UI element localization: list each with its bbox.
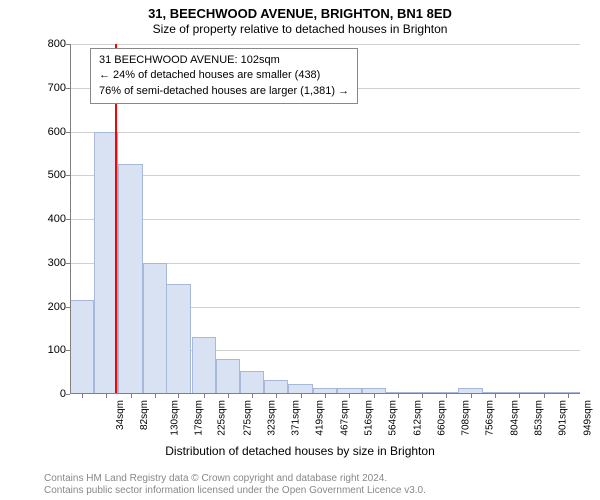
y-tick-label: 700	[26, 82, 66, 94]
credit-line-1: Contains HM Land Registry data © Crown c…	[44, 473, 387, 484]
x-tick-label: 178sqm	[193, 400, 204, 436]
x-tick-label: 419sqm	[315, 400, 326, 436]
grid-line	[70, 175, 580, 176]
x-tick-label: 853sqm	[534, 400, 545, 436]
y-axis-line	[70, 44, 71, 394]
x-tick-mark	[349, 394, 350, 398]
x-tick-label: 82sqm	[139, 400, 150, 430]
x-tick-mark	[398, 394, 399, 398]
grid-line	[70, 132, 580, 133]
x-tick-label: 564sqm	[388, 400, 399, 436]
y-tick-label: 300	[26, 257, 66, 269]
x-tick-label: 371sqm	[291, 400, 302, 436]
x-tick-mark	[544, 394, 545, 398]
x-tick-label: 804sqm	[509, 400, 520, 436]
grid-line	[70, 44, 580, 45]
x-tick-label: 756sqm	[485, 400, 496, 436]
x-tick-mark	[131, 394, 132, 398]
x-tick-mark	[374, 394, 375, 398]
x-tick-label: 949sqm	[582, 400, 593, 436]
x-tick-mark	[204, 394, 205, 398]
histogram-bar	[70, 300, 94, 394]
x-tick-mark	[301, 394, 302, 398]
x-tick-label: 901sqm	[558, 400, 569, 436]
y-tick-mark	[66, 44, 70, 45]
callout-line-1: 31 BEECHWOOD AVENUE: 102sqm	[99, 53, 349, 68]
y-tick-label: 500	[26, 169, 66, 181]
grid-line	[70, 219, 580, 220]
x-tick-mark	[178, 394, 179, 398]
y-tick-label: 400	[26, 213, 66, 225]
x-tick-label: 130sqm	[169, 400, 180, 436]
y-tick-label: 100	[26, 344, 66, 356]
histogram-bar	[240, 371, 264, 394]
y-tick-mark	[66, 307, 70, 308]
callout-box: 31 BEECHWOOD AVENUE: 102sqm ← 24% of det…	[90, 48, 358, 104]
x-tick-mark	[519, 394, 520, 398]
x-tick-label: 516sqm	[364, 400, 375, 436]
x-tick-label: 275sqm	[242, 400, 253, 436]
x-tick-label: 34sqm	[115, 400, 126, 430]
y-tick-label: 600	[26, 126, 66, 138]
x-axis-label: Distribution of detached houses by size …	[0, 444, 600, 458]
x-tick-label: 612sqm	[412, 400, 423, 436]
x-tick-label: 225sqm	[217, 400, 228, 436]
x-tick-mark	[252, 394, 253, 398]
x-tick-mark	[471, 394, 472, 398]
histogram-bar	[192, 337, 216, 394]
y-tick-mark	[66, 132, 70, 133]
y-tick-label: 0	[26, 388, 66, 400]
y-tick-mark	[66, 263, 70, 264]
histogram-bar	[264, 380, 288, 394]
credit-line-2: Contains public sector information licen…	[44, 485, 426, 496]
y-tick-label: 200	[26, 301, 66, 313]
x-tick-label: 323sqm	[266, 400, 277, 436]
callout-line-2: ← 24% of detached houses are smaller (43…	[99, 68, 349, 83]
x-tick-mark	[276, 394, 277, 398]
x-tick-mark	[325, 394, 326, 398]
x-tick-mark	[495, 394, 496, 398]
histogram-bar	[166, 284, 190, 394]
y-tick-mark	[66, 219, 70, 220]
x-tick-mark	[228, 394, 229, 398]
y-tick-mark	[66, 175, 70, 176]
histogram-bar	[143, 263, 167, 394]
x-tick-label: 660sqm	[436, 400, 447, 436]
page-title: 31, BEECHWOOD AVENUE, BRIGHTON, BN1 8ED	[0, 6, 600, 21]
x-tick-mark	[155, 394, 156, 398]
x-tick-label: 708sqm	[461, 400, 472, 436]
histogram-bar	[118, 164, 142, 394]
page-subtitle: Size of property relative to detached ho…	[0, 22, 600, 36]
y-tick-mark	[66, 350, 70, 351]
x-tick-label: 467sqm	[339, 400, 350, 436]
x-tick-mark	[82, 394, 83, 398]
histogram-bar	[216, 359, 240, 394]
x-tick-mark	[568, 394, 569, 398]
x-tick-mark	[106, 394, 107, 398]
y-tick-mark	[66, 394, 70, 395]
x-tick-mark	[422, 394, 423, 398]
callout-line-3: 76% of semi-detached houses are larger (…	[99, 84, 349, 99]
y-tick-mark	[66, 88, 70, 89]
x-tick-mark	[446, 394, 447, 398]
y-tick-label: 800	[26, 38, 66, 50]
